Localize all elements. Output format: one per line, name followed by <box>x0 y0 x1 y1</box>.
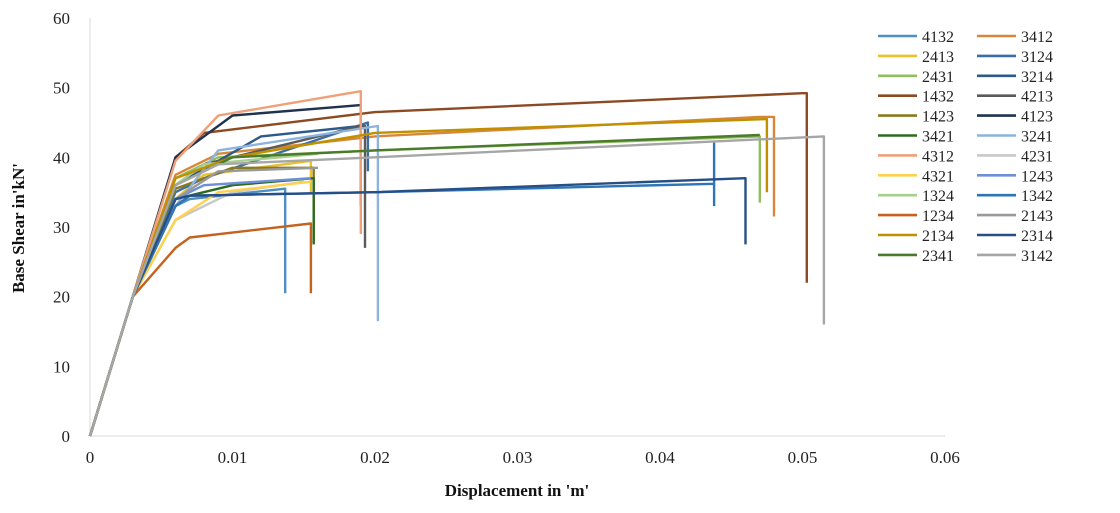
series-line-2143 <box>88 166 319 437</box>
legend-label: 4132 <box>922 29 954 46</box>
legend-label: 1324 <box>922 188 954 205</box>
series-line-2341 <box>88 133 760 437</box>
x-tick-label: 0.01 <box>218 448 248 467</box>
legend-label: 2143 <box>1021 208 1053 225</box>
y-tick-label: 50 <box>53 79 70 98</box>
x-tick-label: 0.02 <box>360 448 390 467</box>
legend-label: 4312 <box>922 148 954 165</box>
series-line-1432 <box>88 91 808 437</box>
series-line-3412 <box>88 115 776 437</box>
legend-label: 2413 <box>922 49 954 66</box>
y-axis-title: Base Shear in'kN' <box>9 163 28 293</box>
series-line-4321 <box>88 180 312 437</box>
series-line-2413 <box>88 159 313 437</box>
legend-label: 4123 <box>1021 109 1053 126</box>
legend-label: 1432 <box>922 89 954 106</box>
legend: 4132 3412 2413 3124 2431 3214 1432 4213 1423 4123… <box>878 29 1053 265</box>
legend-label: 1234 <box>922 208 954 225</box>
x-tick-label: 0.06 <box>930 448 960 467</box>
x-tick-label: 0 <box>86 448 95 467</box>
series-layer <box>88 89 826 437</box>
series-line-3142 <box>88 135 826 437</box>
y-tick-label: 30 <box>53 218 70 237</box>
legend-label: 1342 <box>1021 188 1053 205</box>
legend-label: 1423 <box>922 109 954 126</box>
series-line-4132 <box>88 187 287 437</box>
legend-label: 1243 <box>1021 168 1053 185</box>
y-tick-label: 0 <box>62 427 71 446</box>
plot-area: 0 0.01 0.02 0.03 0.04 0.05 0.06 0 10 20 30 40 50 60 <box>53 9 960 467</box>
legend-label: 3214 <box>1021 69 1053 86</box>
legend-label: 3412 <box>1021 29 1053 46</box>
legend-label: 4213 <box>1021 89 1053 106</box>
y-tick-label: 10 <box>53 357 70 376</box>
legend-label: 4231 <box>1021 148 1053 165</box>
series-line-3241 <box>88 124 380 437</box>
x-tick-label: 0.05 <box>788 448 818 467</box>
legend-label: 4321 <box>922 168 954 185</box>
legend-label: 2431 <box>922 69 954 86</box>
x-tick-label: 0.04 <box>645 448 675 467</box>
legend-label: 2314 <box>1021 228 1053 245</box>
legend-label: 3142 <box>1021 248 1053 265</box>
legend-label: 3124 <box>1021 49 1053 66</box>
series-line-4231 <box>88 180 304 437</box>
y-tick-label: 60 <box>53 9 70 28</box>
y-tick-label: 20 <box>53 288 70 307</box>
tick-layer: 0 0.01 0.02 0.03 0.04 0.05 0.06 0 10 20 30 40 50 60 <box>53 9 960 467</box>
series-line-2314 <box>88 176 747 437</box>
x-tick-label: 0.03 <box>503 448 533 467</box>
legend-label: 2134 <box>922 228 954 245</box>
legend-label: 3241 <box>1021 129 1053 146</box>
legend-label: 2341 <box>922 248 954 265</box>
y-tick-label: 40 <box>53 148 70 167</box>
x-axis-title: Displacement in 'm' <box>445 481 590 500</box>
series-line-1243 <box>88 177 311 437</box>
legend-label: 3421 <box>922 129 954 146</box>
series-line-3421 <box>88 176 315 437</box>
series-line-4123 <box>88 103 362 437</box>
